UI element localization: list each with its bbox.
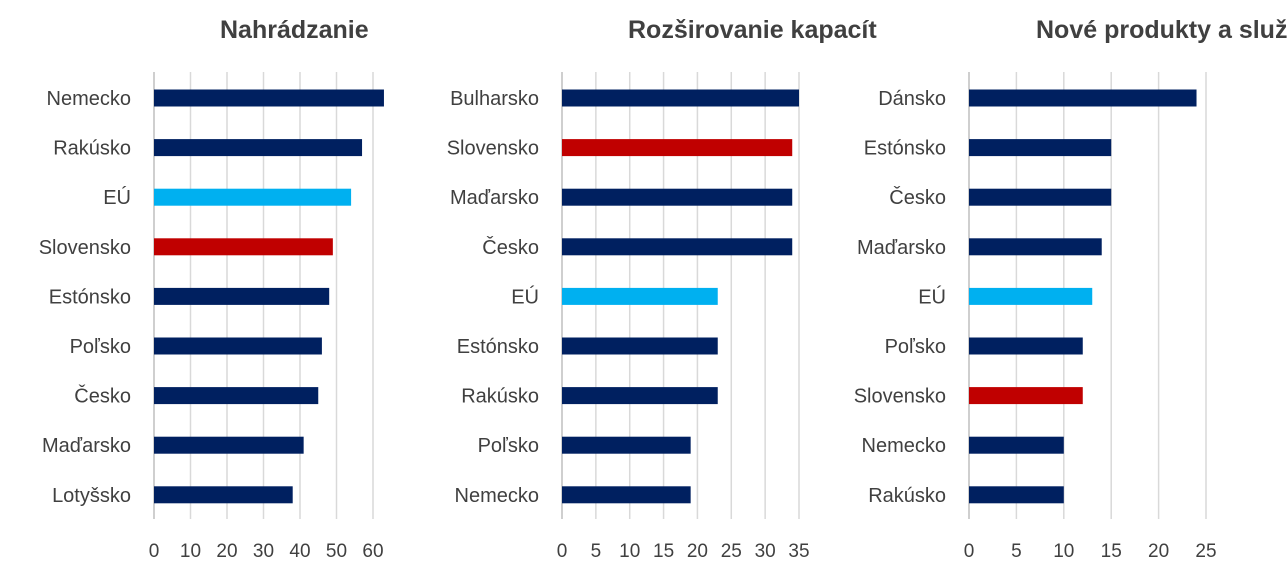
x-tick-label: 30: [755, 541, 776, 562]
category-label: Rakúsko: [461, 386, 539, 408]
bar-česko: [562, 238, 793, 256]
x-tick-label: 10: [1053, 541, 1074, 562]
category-label: Slovensko: [854, 386, 946, 408]
bar-česko: [154, 387, 319, 405]
bar-maďarsko: [562, 188, 793, 206]
x-tick-label: 0: [964, 541, 975, 562]
bar-eú: [562, 287, 718, 305]
category-label: Bulharsko: [450, 88, 539, 110]
category-label: Nemecko: [862, 435, 946, 457]
x-tick-label: 5: [591, 541, 602, 562]
bar-estónsko: [969, 139, 1112, 157]
x-tick-label: 50: [326, 541, 347, 562]
bar-nemecko: [154, 89, 384, 107]
chart-title: Nahrádzanie: [220, 16, 369, 44]
bar-maďarsko: [154, 436, 304, 454]
bar-eú: [969, 287, 1093, 305]
category-label: Maďarsko: [450, 187, 539, 209]
chart-title: Rozširovanie kapacít: [628, 16, 877, 44]
category-label: Poľsko: [70, 336, 131, 358]
bar-bulharsko: [562, 89, 799, 107]
category-label: Maďarsko: [857, 237, 946, 259]
x-tick-label: 0: [557, 541, 568, 562]
bar-poľsko: [154, 337, 322, 355]
x-tick-label: 10: [619, 541, 640, 562]
category-label: Slovensko: [447, 138, 539, 160]
x-tick-label: 25: [1195, 541, 1216, 562]
bar-poľsko: [969, 337, 1083, 355]
category-label: Česko: [889, 186, 946, 209]
category-label: EÚ: [918, 285, 946, 308]
x-tick-label: 15: [1101, 541, 1122, 562]
bar-maďarsko: [969, 238, 1102, 256]
category-label: Slovensko: [39, 237, 131, 259]
x-tick-label: 0: [149, 541, 160, 562]
x-tick-label: 40: [289, 541, 310, 562]
x-tick-label: 25: [721, 541, 742, 562]
category-label: Rakúsko: [53, 138, 131, 160]
bar-rakúsko: [969, 486, 1064, 504]
x-tick-label: 35: [788, 541, 809, 562]
x-tick-label: 5: [1011, 541, 1022, 562]
category-label: Estónsko: [864, 138, 946, 160]
category-label: Nemecko: [455, 485, 539, 507]
x-tick-label: 60: [362, 541, 383, 562]
category-label: EÚ: [511, 285, 539, 308]
bar-dánsko: [969, 89, 1197, 107]
chart-panel-3: Nové produkty a služby 0 5 10 15 20 25 Dánsko Es…: [854, 16, 1287, 562]
x-tick-label: 20: [216, 541, 237, 562]
category-label: Rakúsko: [868, 485, 946, 507]
category-label: Česko: [74, 385, 131, 408]
bar-slovensko: [969, 387, 1083, 405]
bar-slovensko: [562, 139, 793, 157]
category-label: Nemecko: [47, 88, 131, 110]
category-label: Poľsko: [885, 336, 946, 358]
bar-lotyšsko: [154, 486, 293, 504]
bar-česko: [969, 188, 1112, 206]
bar-rakúsko: [562, 387, 718, 405]
x-tick-label: 10: [180, 541, 201, 562]
category-label: Estónsko: [49, 286, 131, 308]
chart-panel-1: Nahrádzanie 0 10 20 30 40 50 60 Nemecko Rakúsko EÚ…: [39, 16, 384, 562]
bar-rakúsko: [154, 139, 363, 157]
x-tick-label: 30: [253, 541, 274, 562]
x-tick-label: 15: [653, 541, 674, 562]
category-label: Estónsko: [457, 336, 539, 358]
bar-estónsko: [154, 287, 330, 305]
category-label: Lotyšsko: [52, 485, 131, 507]
x-tick-label: 20: [1148, 541, 1169, 562]
bar-nemecko: [969, 436, 1064, 454]
category-label: Maďarsko: [42, 435, 131, 457]
bar-eú: [154, 188, 352, 206]
category-label: Česko: [482, 236, 539, 259]
category-label: Dánsko: [878, 88, 946, 110]
bar-poľsko: [562, 436, 691, 454]
chart-title: Nové produkty a služby: [1036, 16, 1287, 44]
x-tick-label: 20: [687, 541, 708, 562]
category-label: EÚ: [103, 186, 131, 209]
category-label: Poľsko: [478, 435, 539, 457]
bar-estónsko: [562, 337, 718, 355]
bar-nemecko: [562, 486, 691, 504]
bar-slovensko: [154, 238, 333, 256]
chart-panel-2: Rozširovanie kapacít 0 5 10 15 20 25 30 35 Bulhar…: [447, 16, 878, 562]
